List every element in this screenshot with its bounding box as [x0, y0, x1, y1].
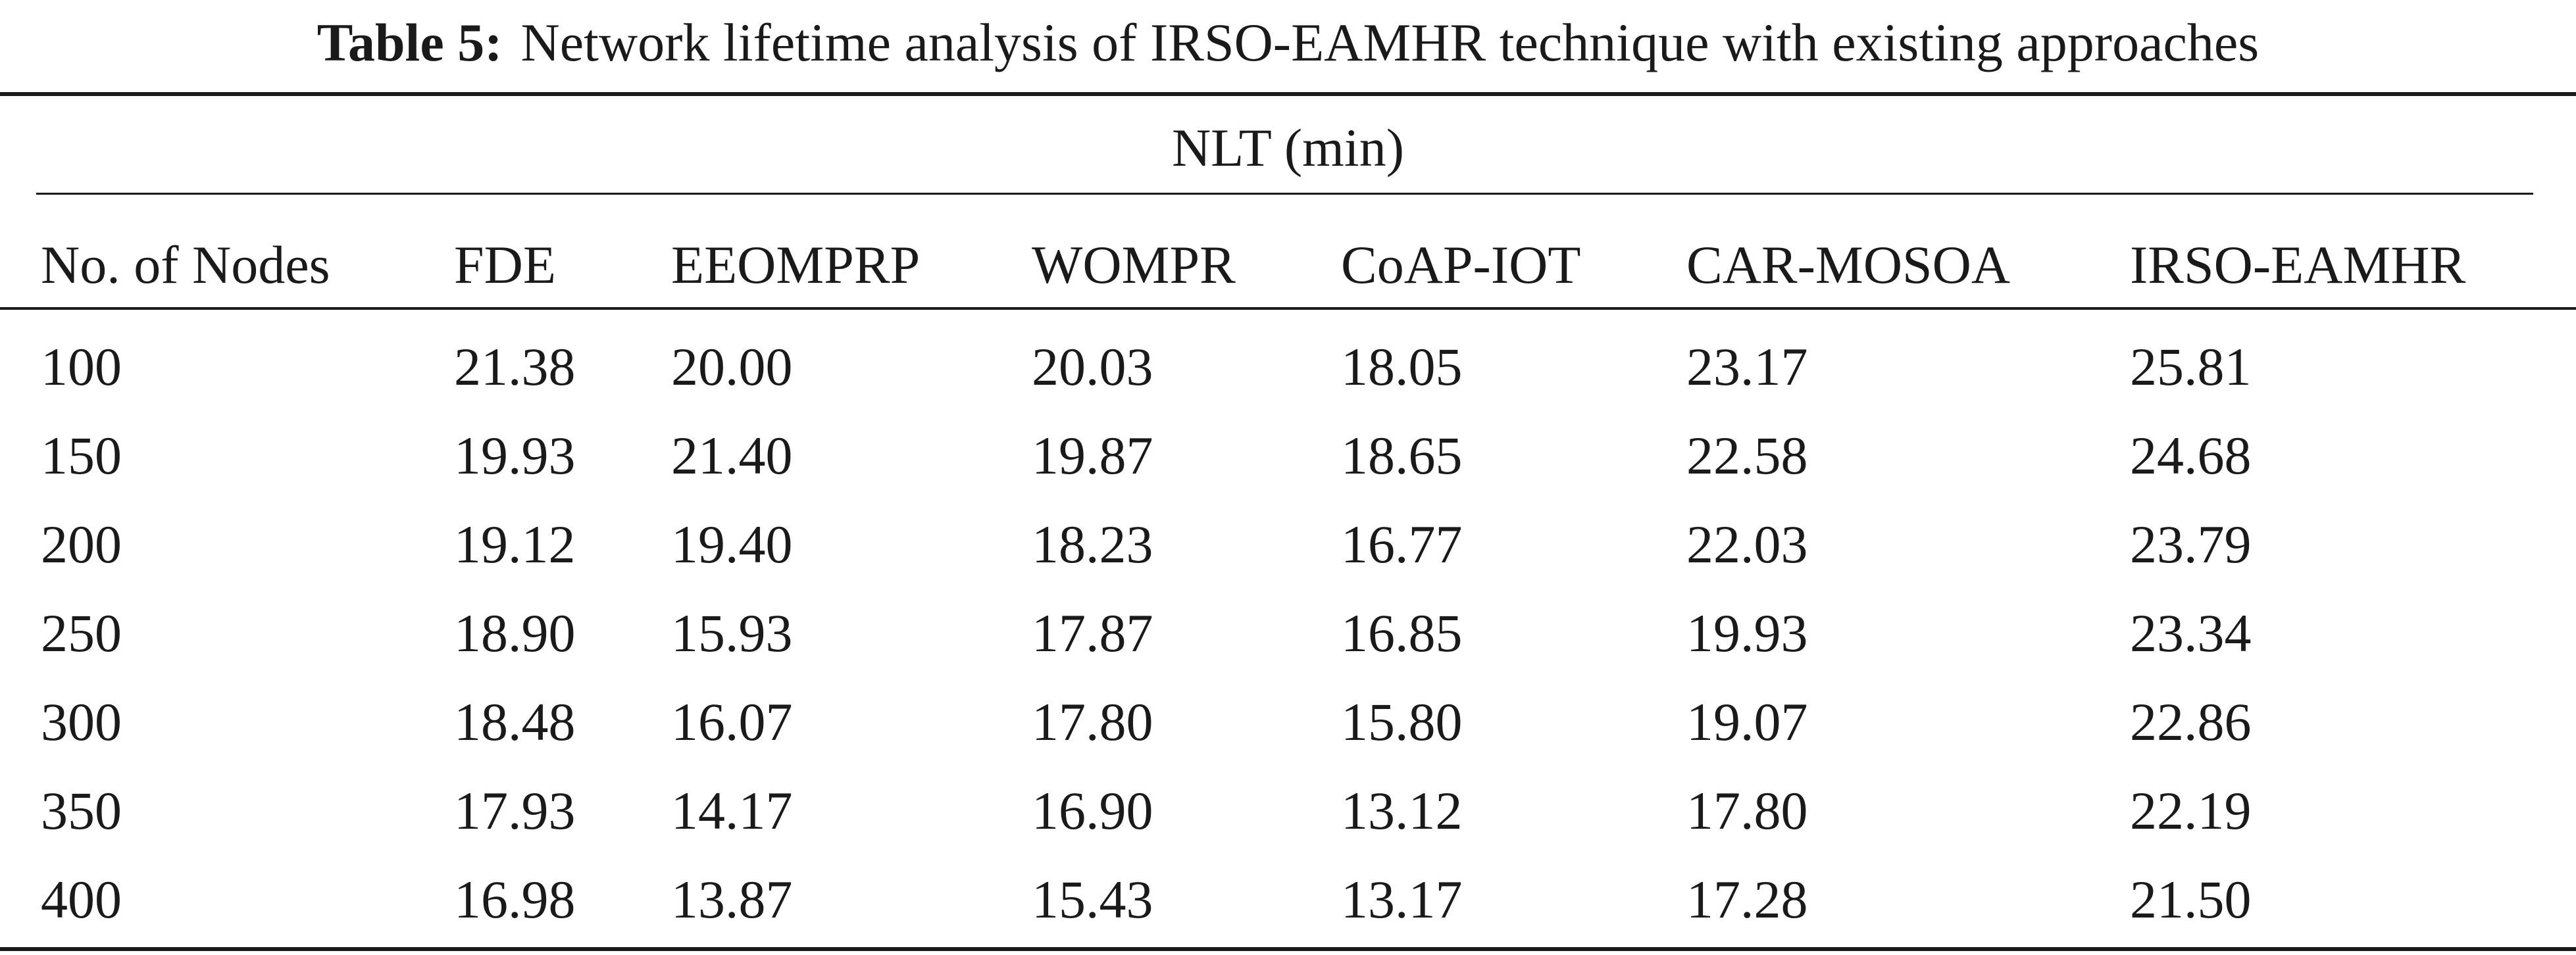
table-cell: 18.90 — [454, 603, 576, 663]
table-cell: 18.05 — [1341, 337, 1463, 397]
column-header: FDE — [454, 235, 556, 295]
table-cell: 22.03 — [1686, 514, 1808, 574]
table-cell: 13.12 — [1341, 781, 1463, 841]
table-cell: 18.48 — [454, 692, 576, 752]
table-cell: 18.65 — [1341, 426, 1463, 485]
column-header: EEOMPRP — [671, 235, 921, 295]
table-cell: 17.93 — [454, 781, 576, 841]
table-cell: 21.50 — [2130, 869, 2252, 929]
table-cell: 19.12 — [454, 514, 576, 574]
column-header: IRSO-EAMHR — [2130, 235, 2466, 295]
table-cell: 21.38 — [454, 337, 576, 397]
table-caption-text: Network lifetime analysis of IRSO-EAMHR … — [520, 12, 2260, 72]
table-cell: 22.19 — [2130, 781, 2252, 841]
table-cell: 19.87 — [1032, 426, 1153, 485]
table-cell: 15.93 — [671, 603, 793, 663]
group-header-rule — [36, 193, 2533, 195]
row-node-count: 400 — [41, 869, 122, 929]
row-node-count: 200 — [41, 514, 122, 574]
row-node-count: 300 — [41, 692, 122, 752]
table-cell: 23.34 — [2130, 603, 2252, 663]
table-cell: 20.03 — [1032, 337, 1153, 397]
table-cell: 18.23 — [1032, 514, 1153, 574]
row-node-count: 350 — [41, 781, 122, 841]
table-cell: 13.17 — [1341, 869, 1463, 929]
table-cell: 19.40 — [671, 514, 793, 574]
table-cell: 17.80 — [1032, 692, 1153, 752]
column-header: CoAP-IOT — [1341, 235, 1581, 295]
table-cell: 17.80 — [1686, 781, 1808, 841]
table-top-rule — [0, 92, 2576, 96]
table-cell: 25.81 — [2130, 337, 2252, 397]
table-cell: 15.80 — [1341, 692, 1463, 752]
table-cell: 23.79 — [2130, 514, 2252, 574]
table-caption: Table 5: Network lifetime analysis of IR… — [0, 0, 2576, 86]
table-cell: 14.17 — [671, 781, 793, 841]
table-caption-label: Table 5: — [316, 12, 503, 72]
row-node-count: 100 — [41, 337, 122, 397]
table-cell: 21.40 — [671, 426, 793, 485]
table-cell: 23.17 — [1686, 337, 1808, 397]
table-cell: 15.43 — [1032, 869, 1153, 929]
table-cell: 16.98 — [454, 869, 576, 929]
table-cell: 19.93 — [454, 426, 576, 485]
table-cell: 17.87 — [1032, 603, 1153, 663]
table-cell: 22.58 — [1686, 426, 1808, 485]
row-node-count: 150 — [41, 426, 122, 485]
column-header-rule — [0, 307, 2576, 310]
column-header: WOMPR — [1032, 235, 1236, 295]
table-cell: 16.07 — [671, 692, 793, 752]
table-cell: 19.93 — [1686, 603, 1808, 663]
table-cell: 19.07 — [1686, 692, 1808, 752]
column-header: CAR-MOSOA — [1686, 235, 2011, 295]
table-cell: 20.00 — [671, 337, 793, 397]
table-cell: 16.77 — [1341, 514, 1463, 574]
column-header: No. of Nodes — [41, 235, 330, 295]
table-cell: 16.85 — [1341, 603, 1463, 663]
table-cell: 16.90 — [1032, 781, 1153, 841]
table-cell: 24.68 — [2130, 426, 2252, 485]
row-node-count: 250 — [41, 603, 122, 663]
table-cell: 13.87 — [671, 869, 793, 929]
table-bottom-rule — [0, 947, 2576, 951]
table-cell: 22.86 — [2130, 692, 2252, 752]
group-header: NLT (min) — [1171, 118, 1405, 178]
table-cell: 17.28 — [1686, 869, 1808, 929]
